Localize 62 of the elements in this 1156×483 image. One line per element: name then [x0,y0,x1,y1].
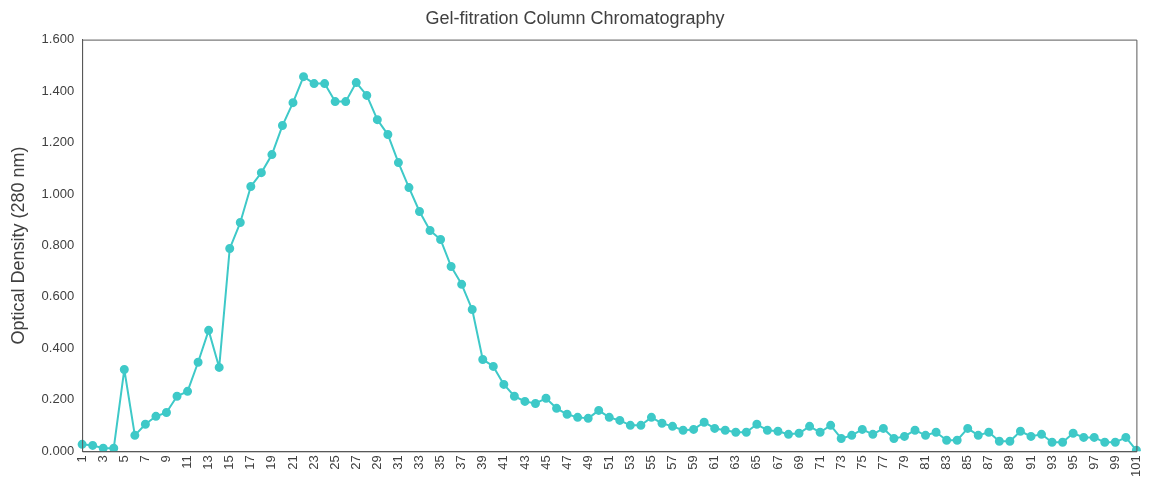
x-tick-label: 51 [600,455,616,470]
x-tick-label: 1 [73,455,89,463]
x-tick-label: 63 [727,455,743,470]
x-tick-label: 5 [115,455,131,463]
y-tick-label: 1.600 [41,31,75,47]
x-tick-label: 95 [1064,455,1080,470]
x-tick-label: 91 [1022,455,1038,470]
x-tick-label: 41 [495,455,511,470]
x-tick-label: 73 [832,455,848,470]
x-tick-label: 85 [959,455,975,470]
x-tick-label: 35 [432,455,448,470]
x-tick-label: 93 [1043,455,1059,470]
x-tick-label: 77 [874,455,890,470]
x-tick-label: 3 [94,455,110,463]
x-tick-label: 23 [305,455,321,470]
x-tick-label: 79 [896,455,912,470]
x-tick-label: 43 [516,455,532,470]
x-tick-label: 13 [200,455,216,470]
x-tick-label: 101 [1127,455,1143,478]
x-tick-label: 15 [221,455,237,470]
x-tick-label: 75 [853,455,869,470]
x-tick-label: 29 [368,455,384,470]
x-tick-label: 55 [643,455,659,470]
x-tick-label: 57 [664,455,680,470]
x-tick-label: 47 [558,455,574,470]
x-tick-label: 99 [1106,455,1122,470]
x-tick-label: 7 [136,455,152,463]
x-tick-label: 25 [326,455,342,470]
x-tick-label: 27 [347,455,363,470]
y-tick-label: 1.400 [41,82,75,98]
x-tick-label: 71 [811,455,827,470]
x-tick-label: 89 [1001,455,1017,470]
y-tick-label: 0.400 [41,339,75,355]
y-tick-label: 0.600 [41,288,75,304]
x-tick-label: 65 [748,455,764,470]
x-tick-label: 97 [1085,455,1101,470]
x-tick-label: 37 [453,455,469,470]
x-tick-label: 69 [790,455,806,470]
x-tick-label: 9 [158,455,174,463]
y-tick-label: 0.200 [41,391,75,407]
x-tick-label: 39 [474,455,490,470]
x-tick-label: 87 [980,455,996,470]
chart-title: Gel-fitration Column Chromatography [425,7,725,28]
x-tick-label: 83 [938,455,954,470]
x-tick-label: 17 [242,455,258,470]
x-tick-label: 45 [537,455,553,470]
x-tick-label: 59 [685,455,701,470]
x-tick-label: 53 [621,455,637,470]
x-tick-label: 49 [579,455,595,470]
x-tick-label: 61 [706,455,722,470]
x-tick-label: 67 [769,455,785,470]
y-tick-label: 0.000 [41,442,75,458]
y-axis-title: Optical Density (280 nm) [7,146,28,345]
x-tick-label: 33 [411,455,427,470]
y-tick-label: 0.800 [41,237,75,253]
y-tick-label: 1.200 [41,134,75,150]
x-tick-label: 19 [263,455,279,470]
x-tick-label: 11 [179,455,195,469]
x-tick-label: 81 [917,455,933,470]
x-tick-label: 21 [284,455,300,470]
y-tick-label: 1.000 [41,185,75,201]
x-tick-label: 31 [389,455,405,470]
